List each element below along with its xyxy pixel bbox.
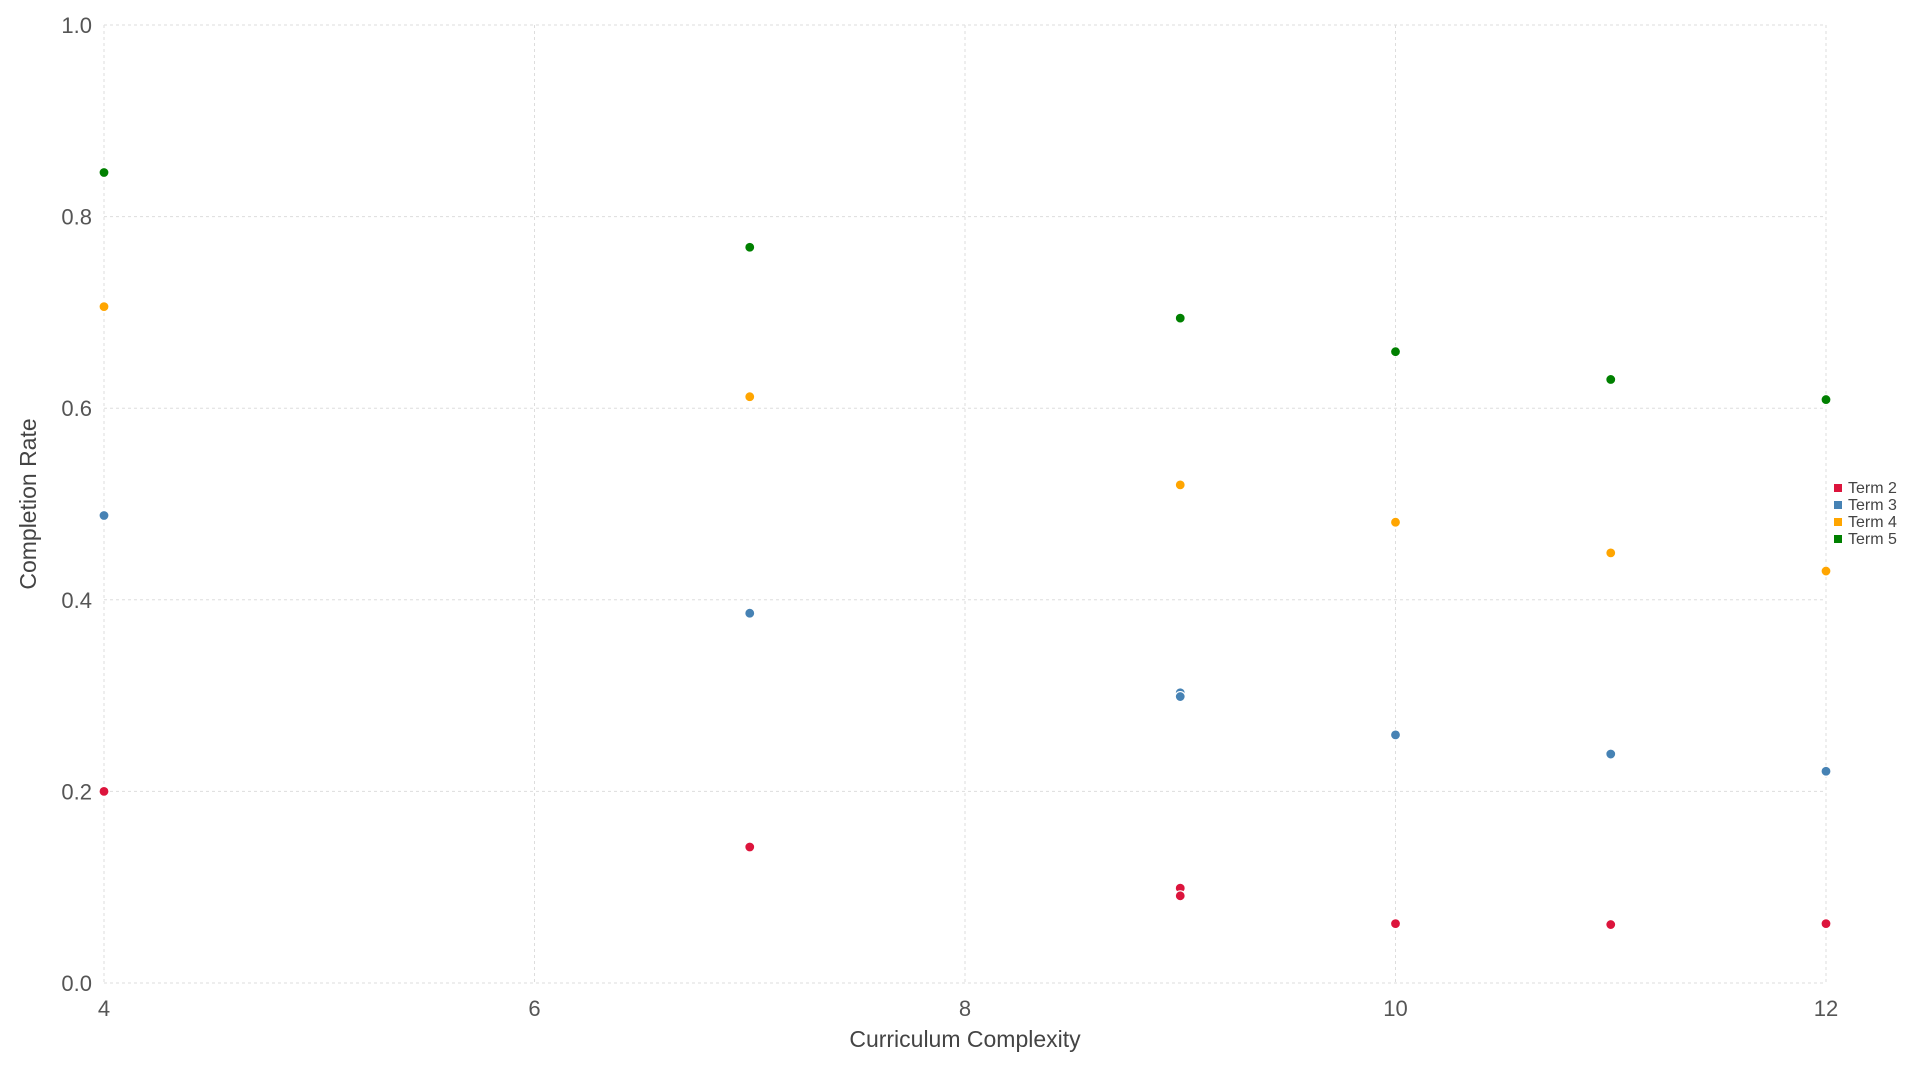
data-point-term-2 [1174,890,1186,902]
data-point-term-5 [1174,312,1186,324]
data-point-term-3 [1605,748,1617,760]
legend-label: Term 5 [1848,531,1897,548]
x-tick-label: 10 [1383,996,1407,1021]
legend-label: Term 2 [1848,480,1897,497]
y-axis-title: Completion Rate [15,418,41,589]
data-point-term-5 [1389,346,1402,358]
legend-swatch [1834,501,1842,509]
x-tick-label: 12 [1814,996,1838,1021]
data-point-term-4 [1174,479,1186,491]
data-point-term-2 [1389,918,1402,930]
data-point-term-3 [1174,690,1186,703]
legend-swatch [1834,484,1842,492]
y-tick-label: 0.8 [61,205,92,230]
data-point-term-4 [744,391,756,403]
data-point-term-5 [1820,393,1832,406]
data-point-term-2 [98,785,110,798]
x-tick-label: 8 [959,996,971,1021]
data-points [98,166,1832,931]
grid-lines [103,24,1827,984]
data-point-term-4 [98,301,110,313]
y-tick-label: 0.0 [61,971,92,996]
y-tick-label: 0.4 [61,588,92,613]
data-point-term-5 [744,241,756,253]
y-axis-ticks: 0.0 0.2 0.4 0.6 0.8 1.0 [61,13,92,996]
data-point-term-5 [1605,373,1617,386]
x-axis-ticks: 4 6 8 10 12 [98,996,1838,1021]
data-point-term-4 [1605,547,1617,559]
data-point-term-3 [98,509,110,522]
x-tick-label: 4 [98,996,110,1021]
data-point-term-4 [1389,516,1402,528]
legend-label: Term 3 [1848,497,1897,514]
legend-swatch [1834,535,1842,543]
x-axis-title: Curriculum Complexity [849,1026,1081,1052]
data-point-term-2 [744,841,756,853]
y-tick-label: 0.2 [61,779,92,804]
data-point-term-3 [1389,729,1402,741]
data-point-term-4 [1820,565,1832,577]
y-tick-label: 1.0 [61,13,92,38]
data-point-term-2 [1605,918,1617,931]
data-point-term-3 [744,607,756,619]
y-tick-label: 0.6 [61,396,92,421]
data-point-term-2 [1820,918,1832,930]
x-tick-label: 6 [528,996,540,1021]
legend-swatch [1834,518,1842,526]
data-point-term-3 [1820,765,1832,777]
data-point-term-5 [98,166,110,179]
legend-label: Term 4 [1848,514,1897,531]
